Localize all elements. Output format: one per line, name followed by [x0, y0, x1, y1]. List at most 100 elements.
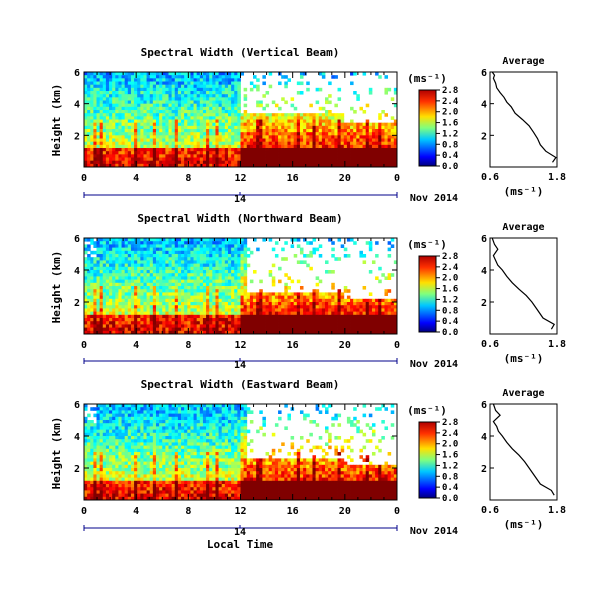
heatmap-cell	[184, 289, 188, 293]
heatmap-cell	[312, 144, 317, 149]
heatmap-cell	[99, 238, 104, 242]
heatmap-cell	[218, 72, 223, 76]
heatmap-cell	[393, 318, 398, 322]
heatmap-cell	[171, 110, 176, 114]
heatmap-cell	[237, 78, 241, 82]
heatmap-cell	[115, 97, 119, 101]
heatmap-cell	[124, 84, 129, 89]
heatmap-cell	[121, 94, 126, 98]
heatmap-cell	[224, 273, 229, 277]
heatmap-cell	[246, 141, 251, 146]
heatmap-cell	[159, 260, 163, 264]
heatmap-cell	[84, 87, 88, 92]
heatmap-cell	[140, 247, 144, 252]
heatmap-cell	[325, 311, 329, 316]
heatmap-cell	[124, 157, 129, 162]
heatmap-cell	[234, 289, 238, 293]
heatmap-cell	[231, 324, 235, 328]
heatmap-cell	[202, 100, 207, 105]
heatmap-cell	[384, 75, 389, 79]
heatmap-cell	[162, 247, 166, 252]
heatmap-cell	[105, 263, 110, 268]
heatmap-cell	[346, 321, 351, 325]
heatmap-cell	[375, 122, 379, 127]
heatmap-cell	[87, 321, 91, 325]
heatmap-cell	[187, 263, 191, 268]
heatmap-cell	[290, 157, 295, 162]
heatmap-cell	[315, 138, 320, 143]
heatmap-cell	[96, 302, 101, 306]
heatmap-cell	[318, 129, 323, 133]
heatmap-cell	[134, 103, 138, 108]
heatmap-cell	[337, 87, 342, 92]
heatmap-cell	[243, 266, 248, 271]
heatmap-cell	[271, 282, 276, 287]
heatmap-cell	[281, 330, 285, 335]
heatmap-cell	[181, 302, 185, 306]
heatmap-cell	[137, 144, 141, 149]
heatmap-cell	[199, 87, 204, 92]
heatmap-cell	[177, 282, 182, 287]
heatmap-cell	[309, 151, 313, 155]
heatmap-cell	[309, 154, 313, 158]
heatmap-cell	[146, 327, 151, 332]
heatmap-cell	[165, 129, 169, 133]
heatmap-cell	[234, 151, 238, 155]
heatmap-cell	[278, 327, 282, 332]
heatmap-cell	[93, 458, 97, 462]
heatmap-cell	[393, 298, 398, 303]
heatmap-cell	[243, 122, 248, 127]
heatmap-cell	[221, 100, 226, 105]
heatmap-cell	[93, 324, 97, 328]
heatmap-cell	[177, 119, 182, 124]
heatmap-cell	[121, 113, 126, 117]
heatmap-cell	[365, 321, 370, 325]
heatmap-cell	[190, 97, 194, 101]
heatmap-cell	[212, 132, 216, 136]
heatmap-cell	[165, 298, 169, 303]
heatmap-cell	[227, 241, 232, 245]
heatmap-cell	[193, 81, 198, 86]
heatmap-cell	[146, 270, 151, 274]
heatmap-cell	[237, 148, 241, 152]
heatmap-cell	[209, 263, 213, 268]
heatmap-cell	[90, 490, 94, 494]
heatmap-cell	[184, 254, 188, 258]
heatmap-cell	[240, 298, 245, 303]
heatmap-cell	[84, 452, 88, 456]
heatmap-cell	[165, 78, 169, 82]
heatmap-cell	[171, 129, 176, 133]
heatmap-cell	[96, 496, 101, 501]
heatmap-cell	[240, 292, 245, 296]
heatmap-cell	[196, 116, 201, 120]
heatmap-cell	[174, 100, 179, 105]
heatmap-cell	[350, 119, 354, 124]
heatmap-cell	[168, 154, 173, 158]
heatmap-cell	[84, 302, 88, 306]
heatmap-cell	[171, 106, 176, 111]
heatmap-cell	[105, 160, 110, 165]
heatmap-cell	[124, 113, 129, 117]
date-label: Nov 2014	[410, 359, 458, 370]
heatmap-cell	[234, 106, 238, 111]
heatmap-cell	[193, 91, 198, 95]
heatmap-cell	[202, 305, 207, 309]
heatmap-cell	[375, 157, 379, 162]
heatmap-cell	[127, 247, 132, 252]
heatmap-cell	[393, 125, 398, 130]
heatmap-cell	[121, 138, 126, 143]
heatmap-cell	[290, 311, 295, 316]
heatmap-cell	[115, 298, 119, 303]
heatmap-cell	[121, 321, 126, 325]
heatmap-cell	[177, 151, 182, 155]
heatmap-cell	[187, 141, 191, 146]
heatmap-cell	[115, 266, 119, 271]
heatmap-cell	[177, 321, 182, 325]
heatmap-cell	[130, 125, 135, 130]
heatmap-cell	[124, 116, 129, 120]
heatmap-cell	[306, 163, 310, 168]
heatmap-cell	[118, 266, 122, 271]
heatmap-cell	[162, 154, 166, 158]
heatmap-cell	[296, 163, 301, 168]
heatmap-cell	[224, 330, 229, 335]
